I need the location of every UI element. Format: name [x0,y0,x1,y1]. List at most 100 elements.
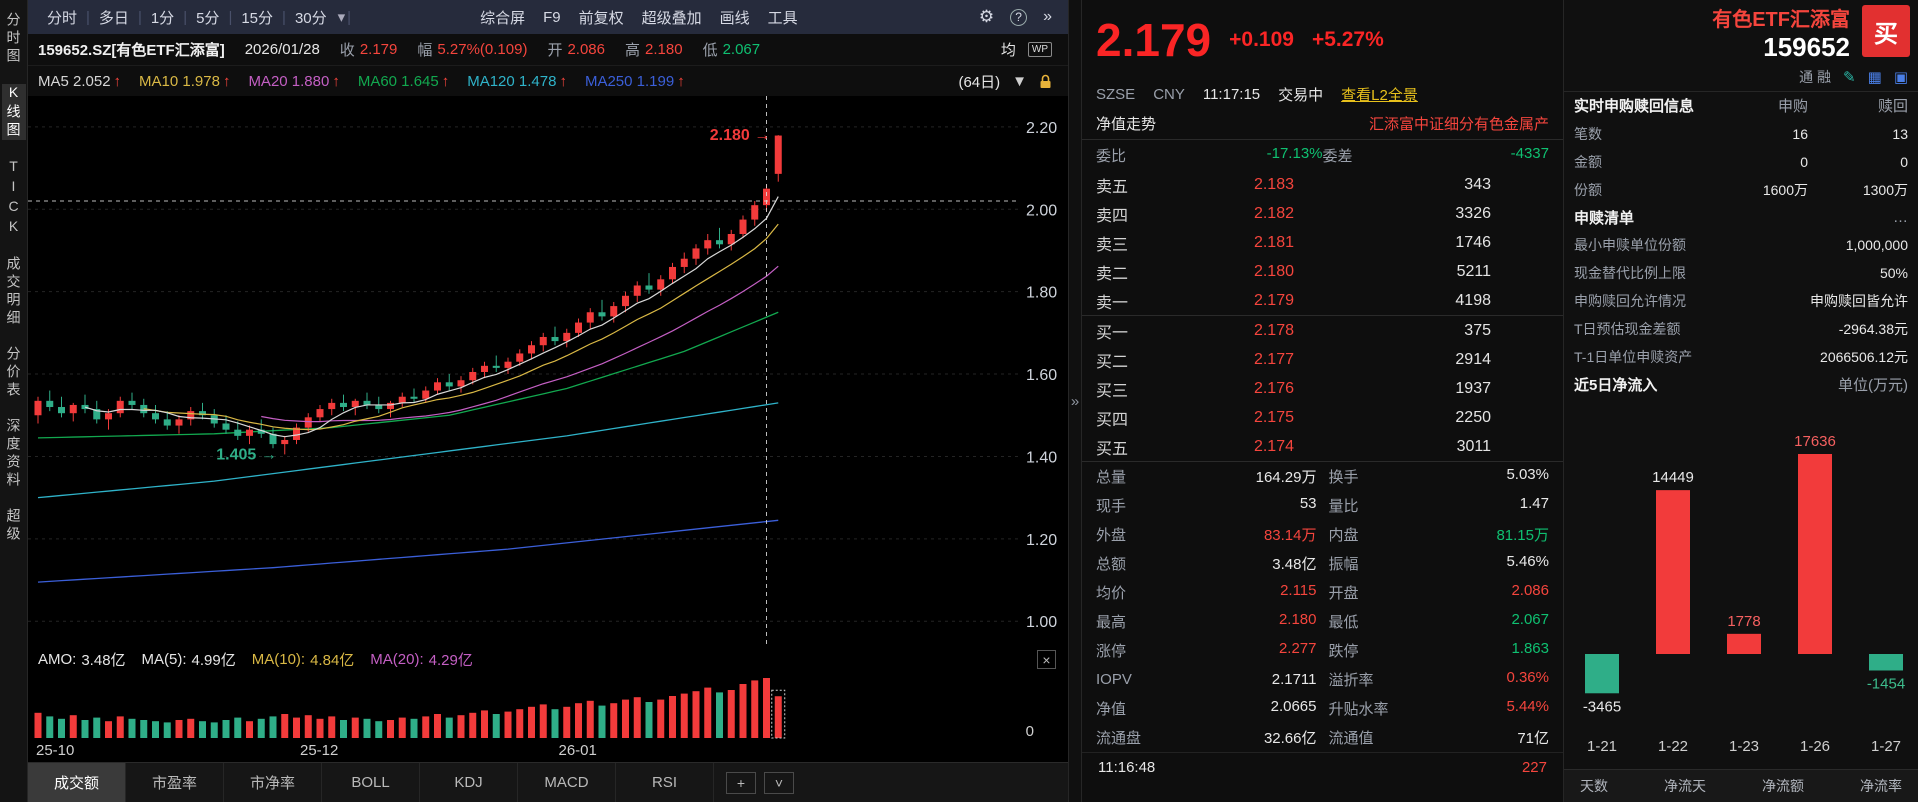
period-5分[interactable]: 5分 [196,9,220,27]
grid-icon[interactable]: ▦ [1867,69,1882,86]
svg-text:1-27: 1-27 [1871,738,1901,755]
orderbook-price[interactable]: 2.175 [1253,408,1294,426]
orderbook-price[interactable]: 2.181 [1253,233,1294,251]
svg-text:1-22: 1-22 [1658,738,1688,755]
l2-view-link[interactable]: 查看L2全景 [1341,86,1418,104]
period-多日[interactable]: 多日 [98,9,129,27]
orderbook-level-label: 卖五 [1096,178,1129,196]
stat-label: 最高 [1096,614,1127,631]
close-value: 2.179 [359,41,398,58]
tab-nav-trend[interactable]: 净值走势 [1096,116,1157,133]
orderbook-price[interactable]: 2.182 [1253,204,1294,222]
menu-工具[interactable]: 工具 [767,9,798,27]
kline-chart[interactable]: 2.20 2.00 1.80 1.60 1.40 1.20 1.00 2.180 → 1.405… [28,96,1068,648]
menu-F9[interactable]: F9 [543,8,561,26]
lock-icon[interactable] [1039,74,1052,89]
period-15分[interactable]: 15分 [241,9,274,27]
period-30分[interactable]: 30分 [294,9,327,27]
close-indicator-icon[interactable]: × [1037,650,1056,669]
tab-RSI[interactable]: RSI [616,763,714,802]
redemption-row: 现金替代比例上限 50% [1564,259,1918,287]
low-pair: 低 2.067 [703,39,761,60]
netflow-bar-chart[interactable]: -3465 1-21 14449 1-22 1778 1-23 17636 1-26 -1454… [1564,399,1918,769]
wp-badge-icon[interactable]: WP [1027,42,1052,57]
orderbook-price[interactable]: 2.183 [1253,175,1294,193]
add-indicator-button[interactable]: + [726,771,756,794]
vol-ma20-label: MA(20): [370,651,424,668]
footer-净流天[interactable]: 净流天 [1664,777,1706,794]
menu-综合屏[interactable]: 综合屏 [480,9,526,27]
period-count[interactable]: (64日) [958,73,1001,91]
window-icon[interactable]: ▣ [1893,69,1908,86]
menu-画线[interactable]: 画线 [719,9,750,27]
tab-市盈率[interactable]: 市盈率 [126,763,224,802]
sidebar-item-K线图[interactable]: K线图 [1,84,26,140]
sidebar-item-分时图[interactable]: 分时图 [5,12,22,66]
tab-成交额[interactable]: 成交额 [28,763,126,802]
stat-label: 溢折率 [1328,672,1374,689]
orderbook-price[interactable]: 2.177 [1253,350,1294,368]
sidebar-item-成交明细[interactable]: 成交明细 [5,256,22,328]
orderbook-price[interactable]: 2.180 [1253,262,1294,280]
buy-button[interactable]: 买 [1862,5,1910,58]
trade-date: 2026/01/28 [244,41,320,58]
svg-text:2.180 →: 2.180 → [710,127,770,144]
sidebar-item-TICK[interactable]: TICK [5,158,22,238]
stat-label: 现手 [1096,498,1127,515]
stat-label: 流通盘 [1096,730,1142,747]
open-label: 开 [547,42,563,59]
stat-value: 164.29万 [1255,469,1317,486]
sidebar-item-超级[interactable]: 超级 [5,508,22,544]
toolbar-separator: | [183,8,188,26]
gear-icon[interactable]: ⚙ [978,7,995,26]
row-label: 笔数 [1574,125,1602,142]
flag-融[interactable]: 融 [1817,69,1832,85]
period-dropdown-icon[interactable]: ▼ [1012,72,1027,90]
period-1分[interactable]: 1分 [150,9,175,27]
quote-time: 11:17:15 [1202,85,1261,103]
redemption-rows: 最小申赎单位份额 1,000,000 现金替代比例上限 50% 申购赎回允许情况 申购赎回… [1564,231,1918,371]
menu-超级叠加[interactable]: 超级叠加 [641,9,702,27]
toolbar-menus: 综合屏 F9 前复权 超级叠加 画线 工具 [471,7,807,28]
weicha-label: 委差 [1322,147,1353,165]
orderbook-price[interactable]: 2.179 [1253,291,1294,309]
row-label: T日预估现金差额 [1574,321,1681,338]
pencil-icon[interactable]: ✎ [1843,69,1856,86]
tracking-index-link[interactable]: 汇添富中证细分有色金属产 [1368,116,1549,133]
panel-collapse-handle[interactable]: » [1068,0,1082,802]
tab-BOLL[interactable]: BOLL [322,763,420,802]
dropdown-caret-icon[interactable]: ▾ [337,9,346,26]
svg-text:2.00: 2.00 [1026,202,1057,219]
footer-天数[interactable]: 天数 [1580,777,1608,794]
svg-text:1.20: 1.20 [1026,532,1057,549]
footer-净流额[interactable]: 净流额 [1762,777,1804,794]
collapse-subchart-button[interactable]: ˅ [764,771,794,794]
orderbook-price[interactable]: 2.176 [1253,379,1294,397]
toolbar-overflow-icon[interactable]: » [1043,8,1052,25]
tab-市净率[interactable]: 市净率 [224,763,322,802]
fund-names: 有色ETF汇添富 159652 [1712,3,1850,60]
menu-前复权[interactable]: 前复权 [578,9,624,27]
volume-panel[interactable]: AMO: 3.48亿 MA(5): 4.99亿 MA(10): 4.84亿 MA(20… [28,648,1068,740]
stat-label: 涨停 [1096,643,1127,660]
avg-line-toggle[interactable]: 均 [1000,42,1016,59]
stat-label: 均价 [1096,585,1127,602]
flag-通[interactable]: 通 [1799,69,1818,85]
orderbook-volume: 2914 [1455,350,1491,368]
subscription-rows: 笔数 16 13 金额 0 0 份额 1600万 1300万 [1564,120,1918,204]
tab-MACD[interactable]: MACD [518,763,616,802]
help-icon[interactable]: ? [1010,8,1028,26]
sidebar-item-分价表[interactable]: 分价表 [5,346,22,400]
symbol-name[interactable]: 159652.SZ[有色ETF汇添富] [38,42,225,59]
sidebar-item-深度资料[interactable]: 深度资料 [5,418,22,490]
netflow-unit: 单位(万元) [1838,377,1908,395]
orderbook-price[interactable]: 2.174 [1253,437,1294,455]
tab-KDJ[interactable]: KDJ [420,763,518,802]
orderbook-volume: 1746 [1455,233,1491,251]
period-分时[interactable]: 分时 [47,9,78,27]
orderbook-price[interactable]: 2.178 [1253,321,1294,339]
svg-text:1.40: 1.40 [1026,449,1057,466]
footer-净流率[interactable]: 净流率 [1860,777,1902,794]
last-price: 2.179 [1096,14,1212,66]
more-icon[interactable]: … [1893,208,1908,226]
